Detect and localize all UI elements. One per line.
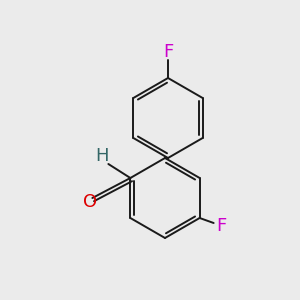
- Text: F: F: [163, 43, 173, 61]
- Text: F: F: [217, 217, 227, 235]
- Text: H: H: [96, 147, 109, 165]
- Text: O: O: [83, 193, 98, 211]
